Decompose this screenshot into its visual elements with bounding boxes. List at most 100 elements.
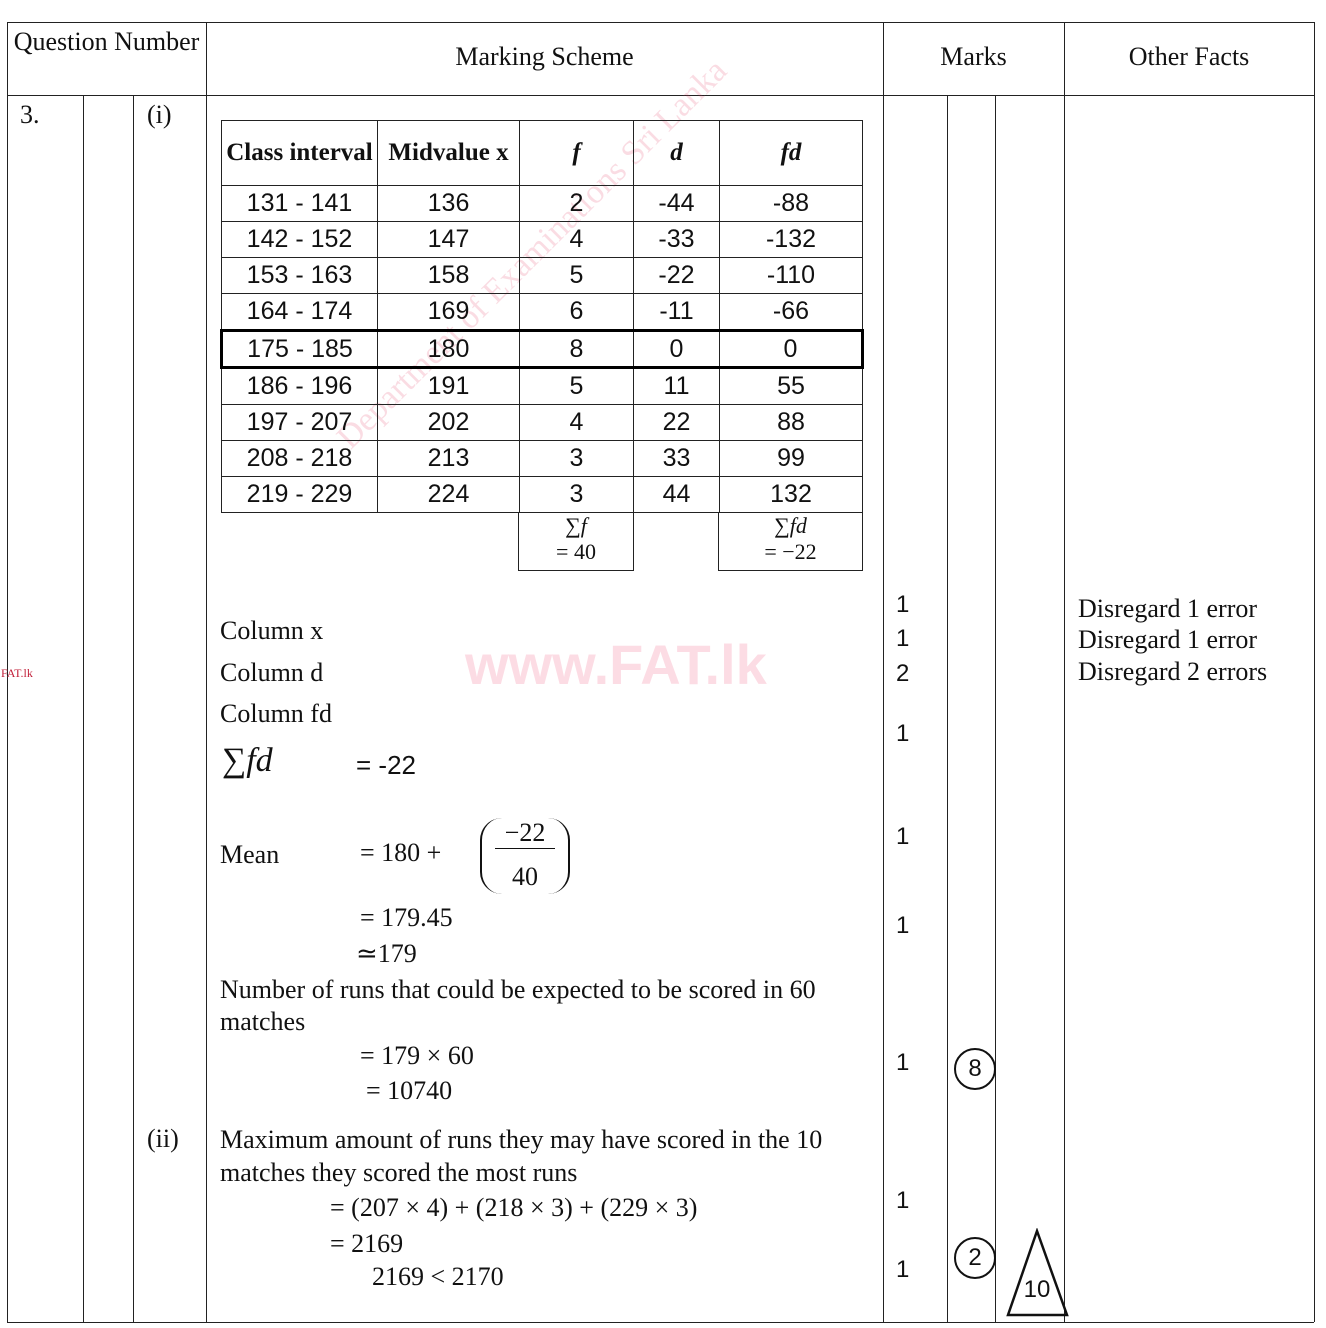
divider: [7, 1322, 1314, 1323]
sum-fd-label: ∑fd: [222, 742, 273, 779]
table-cell: 3: [519, 440, 634, 477]
subtotal-circle: 2: [954, 1237, 996, 1279]
table-cell: 202: [377, 404, 520, 441]
table-cell: 5: [519, 257, 634, 294]
col-header: f: [519, 120, 634, 186]
table-cell: 158: [377, 257, 520, 294]
table-cell: 88: [719, 404, 863, 441]
table-cell: 186 - 196: [221, 367, 378, 405]
table-cell: 197 - 207: [221, 404, 378, 441]
table-cell: 33: [633, 440, 720, 477]
table-row: 153 - 163 158 5 -22 -110: [221, 257, 863, 294]
table-cell: 180: [377, 329, 520, 369]
table-cell: -22: [633, 257, 720, 294]
table-cell: 6: [519, 293, 634, 331]
table-cell: 0: [719, 329, 864, 369]
mark-value: 1: [896, 625, 910, 652]
table-row: 208 - 218 213 3 33 99: [221, 440, 863, 477]
table-cell: 44: [633, 476, 720, 513]
column-x-text: Column x: [220, 616, 324, 645]
divider: [7, 22, 8, 1322]
table-header-row: Class interval Midvalue x f d fd: [221, 120, 863, 186]
table-row: 131 - 141 136 2 -44 -88: [221, 185, 863, 222]
table-row: 197 - 207 202 4 22 88: [221, 404, 863, 441]
table-cell: 175 - 185: [220, 329, 378, 369]
part2-text: Maximum amount of runs they may have sco…: [220, 1125, 823, 1154]
table-cell: 55: [719, 367, 863, 405]
table-cell: 219 - 229: [221, 476, 378, 513]
divider: [7, 95, 1314, 96]
side-watermark: FAT.lk: [1, 666, 33, 680]
part2-text: matches they scored the most runs: [220, 1158, 578, 1187]
table-cell: 191: [377, 367, 520, 405]
divider: [883, 22, 884, 1322]
table-cell: 3: [519, 476, 634, 513]
table-cell: 164 - 174: [221, 293, 378, 331]
table-cell: 136: [377, 185, 520, 222]
mark-value: 1: [896, 1187, 910, 1214]
table-cell: 0: [633, 329, 720, 369]
table-cell: 11: [633, 367, 720, 405]
column-d-text: Column d: [220, 658, 324, 687]
divider: [1064, 22, 1065, 1322]
header-question-number: Question Number: [13, 27, 200, 56]
table-cell: 147: [377, 221, 520, 258]
runs-eq2: = 10740: [366, 1076, 453, 1105]
col-header: d: [633, 120, 720, 186]
mark-value: 1: [896, 720, 910, 747]
mark-value: 2: [896, 660, 910, 687]
part-label: (i): [147, 100, 172, 129]
table-cell: 99: [719, 440, 863, 477]
other-fact: Disregard 2 errors: [1078, 657, 1268, 686]
table-cell: 8: [519, 329, 634, 369]
table-row: 219 - 229 224 3 44 132: [221, 476, 863, 513]
other-fact: Disregard 1 error: [1078, 594, 1258, 623]
divider: [947, 95, 948, 1322]
question-number: 3.: [20, 100, 40, 129]
mean-label: Mean: [220, 840, 280, 869]
mean-eq2: = 179.45: [360, 903, 453, 932]
table-cell: 2: [519, 185, 634, 222]
header-marking-scheme: Marking Scheme: [455, 42, 634, 71]
table-row: 164 - 174 169 6 -11 -66: [221, 293, 863, 331]
sum-fd-value: = -22: [356, 750, 416, 780]
part2-eq3: 2169 < 2170: [372, 1262, 504, 1291]
table-cell: -66: [719, 293, 863, 331]
sum-f-box: ∑f = 40: [518, 512, 634, 571]
column-fd-text: Column fd: [220, 699, 332, 728]
divider: [7, 22, 1314, 23]
bracket: [480, 818, 570, 894]
other-fact: Disregard 1 error: [1078, 625, 1258, 654]
table-cell: 153 - 163: [221, 257, 378, 294]
col-header: Class interval: [221, 120, 378, 186]
table-cell: 5: [519, 367, 634, 405]
runs-eq1: = 179 × 60: [360, 1041, 474, 1070]
mean-eq3: ≃179: [356, 939, 417, 968]
table-cell: -132: [719, 221, 863, 258]
table-cell: 22: [633, 404, 720, 441]
mark-value: 1: [896, 591, 910, 618]
sum-fd-box: ∑fd = −22: [718, 512, 863, 571]
table-row: 175 - 185 180 8 0 0: [220, 329, 864, 369]
header-other-facts: Other Facts: [1128, 42, 1250, 71]
table-cell: 213: [377, 440, 520, 477]
table-cell: 4: [519, 404, 634, 441]
table-cell: 131 - 141: [221, 185, 378, 222]
table-row: 142 - 152 147 4 -33 -132: [221, 221, 863, 258]
table-cell: -11: [633, 293, 720, 331]
table-cell: 142 - 152: [221, 221, 378, 258]
subtotal-circle: 8: [954, 1048, 996, 1090]
col-header: fd: [719, 120, 863, 186]
part2-eq1: = (207 × 4) + (218 × 3) + (229 × 3): [330, 1193, 698, 1222]
part2-eq2: = 2169: [330, 1229, 404, 1258]
table-cell: -88: [719, 185, 863, 222]
divider: [1314, 22, 1315, 1322]
table-cell: -44: [633, 185, 720, 222]
divider: [206, 22, 207, 1322]
total-triangle: [1006, 1228, 1069, 1317]
fraction-denominator: 40: [512, 862, 538, 891]
table-cell: 224: [377, 476, 520, 513]
divider: [83, 95, 84, 1322]
table-cell: 132: [719, 476, 863, 513]
